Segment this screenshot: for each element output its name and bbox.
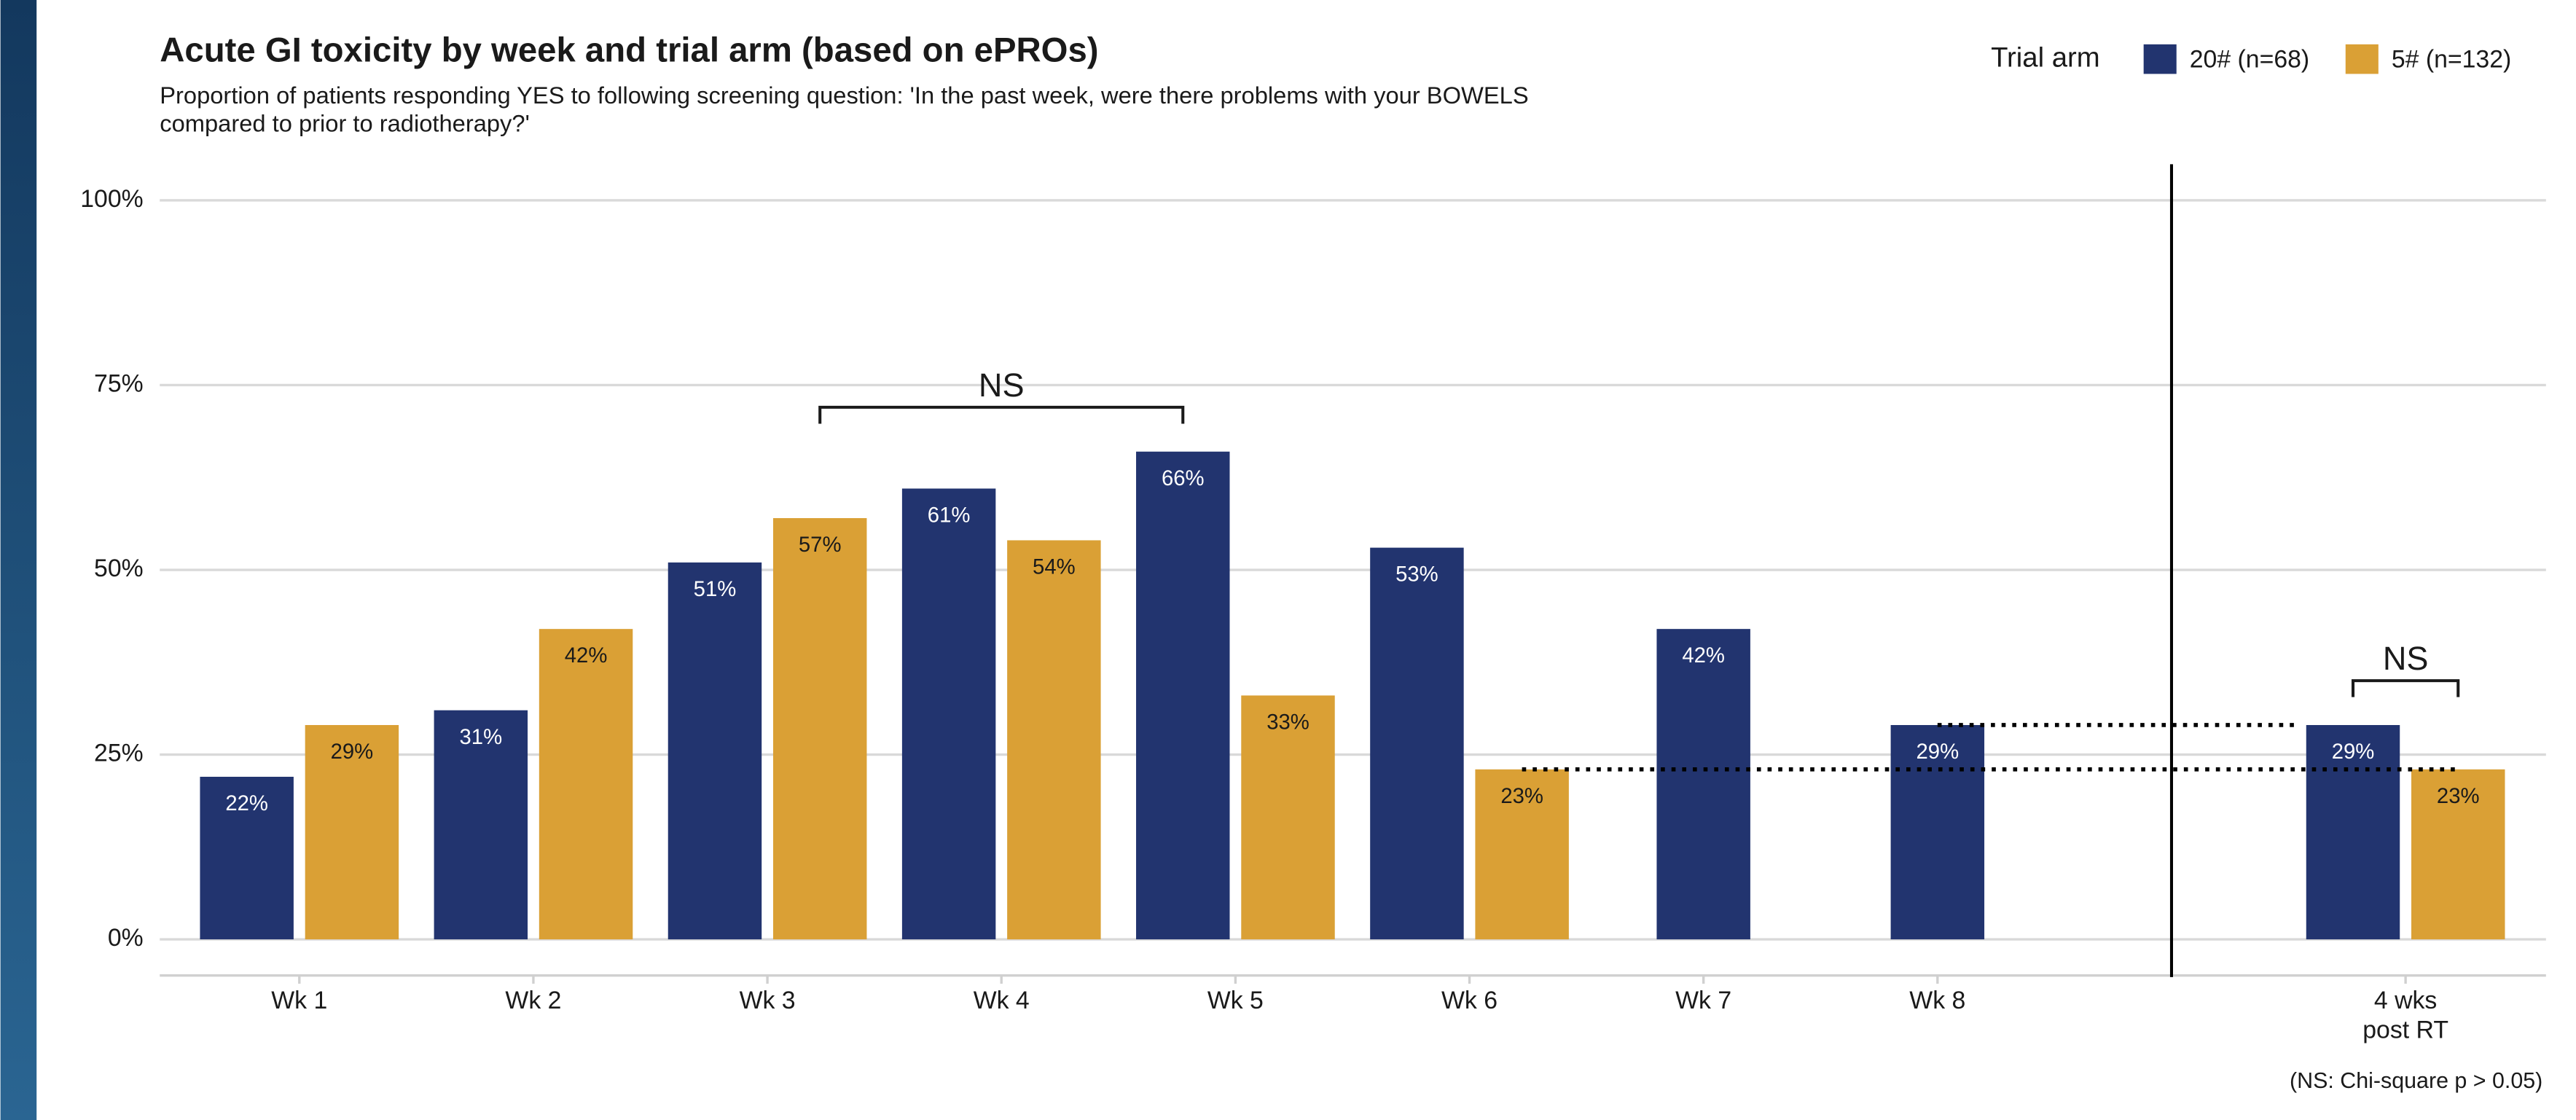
y-tick-label: 100% xyxy=(80,185,143,213)
significance-bracket xyxy=(818,405,1185,424)
value-label: 57% xyxy=(799,533,842,557)
value-label: 31% xyxy=(460,725,503,749)
x-tick-label: Wk 5 xyxy=(1207,987,1264,1015)
chart-subtitle: Proportion of patients responding YES to… xyxy=(160,83,1529,138)
legend-title: Trial arm xyxy=(1991,42,2100,73)
value-label: 29% xyxy=(2332,740,2375,764)
y-tick-label: 50% xyxy=(94,555,144,582)
bar xyxy=(772,518,867,940)
bar xyxy=(1890,724,1985,940)
annotation-label: NS xyxy=(2383,640,2429,677)
bar xyxy=(200,776,294,940)
x-tick-box: Wk 5 xyxy=(1207,987,1264,1015)
bar xyxy=(434,710,528,940)
bar xyxy=(668,562,762,940)
bar xyxy=(305,724,399,940)
x-tick-box: Wk 1 xyxy=(271,987,328,1015)
x-tick-box: Wk 6 xyxy=(1441,987,1498,1015)
y-tick-label: 75% xyxy=(94,369,144,397)
annotation-label: NS xyxy=(979,367,1025,404)
y-tick-label: 0% xyxy=(108,924,144,952)
x-tick-label: Wk 3 xyxy=(739,987,796,1015)
value-label: 23% xyxy=(2437,784,2480,808)
x-tick-label: Wk 4 xyxy=(973,987,1030,1015)
bar xyxy=(1241,695,1335,940)
bar xyxy=(2306,724,2400,940)
x-tick-label: 4 wks post RT xyxy=(2362,987,2448,1045)
value-label: 66% xyxy=(1162,466,1205,490)
value-label: 51% xyxy=(694,577,737,601)
bar xyxy=(1370,547,1464,940)
value-label: 29% xyxy=(331,740,374,764)
bar xyxy=(901,488,996,940)
x-tick-box: Wk 3 xyxy=(739,987,796,1015)
bar xyxy=(1656,629,1750,940)
value-label: 42% xyxy=(1682,643,1725,667)
x-tick-label: Wk 1 xyxy=(271,987,328,1015)
x-tick-box: Wk 2 xyxy=(505,987,562,1015)
bar xyxy=(1475,769,1569,940)
bar xyxy=(1136,451,1230,940)
significance-bracket xyxy=(2351,679,2460,697)
value-label: 23% xyxy=(1500,784,1543,808)
bar xyxy=(2411,769,2505,940)
footnote: (NS: Chi-square p > 0.05) xyxy=(2290,1068,2542,1093)
value-label: 29% xyxy=(1917,740,1960,764)
legend-label: 5# (n=132) xyxy=(2392,45,2511,73)
value-label: 61% xyxy=(928,504,971,528)
x-tick-box: Wk 8 xyxy=(1909,987,1966,1015)
legend-label: 20# (n=68) xyxy=(2190,45,2309,73)
x-tick-label: Wk 7 xyxy=(1675,987,1732,1015)
x-tick-label: Wk 6 xyxy=(1441,987,1498,1015)
legend-swatch xyxy=(2143,44,2177,74)
x-tick-label: Wk 2 xyxy=(505,987,562,1015)
side-strip xyxy=(0,0,37,1120)
chart-title: Acute GI toxicity by week and trial arm … xyxy=(160,31,1098,70)
value-label: 42% xyxy=(565,643,608,667)
bar xyxy=(1007,540,1101,940)
x-tick-box: Wk 4 xyxy=(973,987,1030,1015)
x-tick-label: Wk 8 xyxy=(1909,987,1966,1015)
x-tick-box: Wk 7 xyxy=(1675,987,1732,1015)
x-tick-box: 4 wks post RT xyxy=(2362,987,2448,1045)
value-label: 33% xyxy=(1267,710,1309,734)
value-label: 54% xyxy=(1033,555,1076,579)
value-label: 53% xyxy=(1395,563,1438,587)
bar xyxy=(539,629,633,940)
y-tick-label: 25% xyxy=(94,739,144,767)
subtitle-box: Proportion of patients responding YES to… xyxy=(160,83,1529,138)
legend-swatch xyxy=(2345,44,2379,74)
value-label: 22% xyxy=(225,791,268,815)
